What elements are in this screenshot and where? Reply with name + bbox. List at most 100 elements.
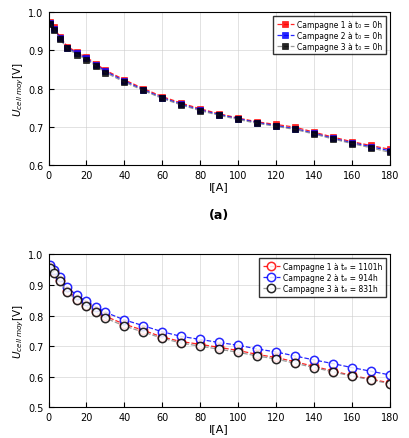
Y-axis label: $U_{cell\ moy}$[V]: $U_{cell\ moy}$[V]: [11, 304, 25, 359]
Campagne 3 à t₀ = 0h: [74, 53, 79, 58]
Campagne 3 à tₑ = 831h: [386, 381, 391, 386]
Campagne 2 à t₀ = 0h: [103, 70, 108, 75]
Line: Campagne 3 à t₀ = 0h: Campagne 3 à t₀ = 0h: [47, 22, 391, 156]
Campagne 2 à t₀ = 0h: [93, 63, 98, 68]
Campagne 3 à t₀ = 0h: [311, 132, 316, 138]
Campagne 3 à t₀ = 0h: [330, 137, 335, 142]
Campagne 1 à t₀ = 0h: [330, 135, 335, 140]
Campagne 2 à t₀ = 0h: [48, 21, 53, 26]
Campagne 3 à t₀ = 0h: [84, 58, 89, 63]
Campagne 2 à t₀ = 0h: [348, 141, 353, 146]
Campagne 1 à tₑ = 1101h: [348, 373, 353, 378]
Campagne 2 à t₀ = 0h: [65, 46, 70, 51]
Campagne 1 à t₀ = 0h: [74, 50, 79, 56]
Campagne 1 à t₀ = 0h: [348, 140, 353, 145]
Campagne 2 à tₑ = 914h: [197, 337, 202, 342]
Campagne 3 à tₑ = 831h: [48, 265, 53, 271]
Campagne 1 à t₀ = 0h: [103, 68, 108, 74]
Campagne 2 à t₀ = 0h: [141, 88, 146, 93]
Campagne 3 à t₀ = 0h: [160, 97, 164, 102]
Campagne 2 à tₑ = 914h: [311, 357, 316, 363]
Campagne 3 à t₀ = 0h: [65, 47, 70, 52]
Campagne 3 à t₀ = 0h: [178, 103, 183, 108]
Campagne 2 à t₀ = 0h: [197, 108, 202, 113]
X-axis label: I[A]: I[A]: [209, 182, 229, 192]
Campagne 2 à tₑ = 914h: [57, 275, 62, 280]
Campagne 3 à t₀ = 0h: [103, 71, 108, 76]
Campagne 3 à tₑ = 831h: [254, 353, 259, 359]
Y-axis label: $U_{cell\ moy}$[V]: $U_{cell\ moy}$[V]: [11, 62, 25, 117]
Campagne 1 à tₑ = 1101h: [84, 303, 89, 308]
Campagne 3 à t₀ = 0h: [48, 22, 53, 27]
Campagne 3 à t₀ = 0h: [197, 109, 202, 114]
Campagne 1 à t₀ = 0h: [235, 116, 240, 121]
Campagne 3 à tₑ = 831h: [65, 290, 70, 295]
Campagne 3 à tₑ = 831h: [311, 365, 316, 371]
Campagne 3 à tₑ = 831h: [292, 361, 297, 366]
Campagne 2 à tₑ = 914h: [330, 361, 335, 366]
Campagne 2 à tₑ = 914h: [348, 365, 353, 371]
Campagne 1 à t₀ = 0h: [311, 130, 316, 135]
Campagne 2 à t₀ = 0h: [52, 27, 56, 32]
Campagne 1 à tₑ = 1101h: [254, 352, 259, 357]
Campagne 3 à t₀ = 0h: [52, 28, 56, 33]
Campagne 1 à t₀ = 0h: [57, 35, 62, 41]
Campagne 3 à tₑ = 831h: [121, 324, 126, 329]
Campagne 3 à tₑ = 831h: [197, 344, 202, 349]
Campagne 1 à t₀ = 0h: [273, 123, 278, 128]
Campagne 1 à tₑ = 1101h: [141, 328, 146, 333]
X-axis label: I[A]: I[A]: [209, 424, 229, 434]
Campagne 1 à tₑ = 1101h: [292, 359, 297, 364]
Campagne 1 à tₑ = 1101h: [273, 355, 278, 360]
Campagne 2 à tₑ = 914h: [160, 329, 164, 335]
Campagne 2 à t₀ = 0h: [84, 57, 89, 62]
Campagne 1 à tₑ = 1101h: [311, 364, 316, 369]
Campagne 1 à t₀ = 0h: [65, 45, 70, 50]
Campagne 1 à t₀ = 0h: [254, 120, 259, 125]
Campagne 2 à tₑ = 914h: [141, 323, 146, 328]
Campagne 1 à tₑ = 1101h: [65, 288, 70, 293]
Campagne 1 à t₀ = 0h: [178, 101, 183, 106]
Campagne 3 à tₑ = 831h: [330, 369, 335, 374]
Campagne 2 à t₀ = 0h: [121, 79, 126, 85]
Campagne 3 à tₑ = 831h: [160, 336, 164, 341]
Campagne 2 à tₑ = 914h: [65, 285, 70, 290]
Campagne 3 à t₀ = 0h: [273, 124, 278, 130]
Line: Campagne 2 à t₀ = 0h: Campagne 2 à t₀ = 0h: [47, 21, 391, 154]
Campagne 2 à t₀ = 0h: [311, 131, 316, 137]
Campagne 2 à tₑ = 914h: [386, 372, 391, 378]
Campagne 1 à tₑ = 1101h: [160, 335, 164, 340]
Campagne 1 à tₑ = 1101h: [197, 342, 202, 347]
Campagne 2 à t₀ = 0h: [330, 136, 335, 141]
Campagne 2 à tₑ = 914h: [216, 340, 221, 345]
Campagne 3 à tₑ = 831h: [348, 374, 353, 379]
Campagne 3 à tₑ = 831h: [141, 330, 146, 335]
Campagne 1 à tₑ = 1101h: [52, 270, 56, 275]
Campagne 2 à t₀ = 0h: [235, 117, 240, 122]
Campagne 1 à t₀ = 0h: [48, 20, 53, 25]
Campagne 2 à tₑ = 914h: [367, 369, 372, 374]
Campagne 3 à tₑ = 831h: [216, 347, 221, 352]
Campagne 1 à tₑ = 1101h: [121, 322, 126, 327]
Campagne 1 à t₀ = 0h: [52, 26, 56, 31]
Campagne 1 à t₀ = 0h: [386, 147, 391, 152]
Campagne 3 à tₑ = 831h: [103, 316, 108, 321]
Campagne 2 à tₑ = 914h: [74, 293, 79, 298]
Campagne 1 à tₑ = 1101h: [178, 339, 183, 344]
Campagne 2 à tₑ = 914h: [52, 268, 56, 273]
Campagne 1 à t₀ = 0h: [93, 62, 98, 67]
Legend: Campagne 1 à tₑ = 1101h, Campagne 2 à tₑ = 914h, Campagne 3 à tₑ = 831h: Campagne 1 à tₑ = 1101h, Campagne 2 à tₑ…: [258, 259, 385, 297]
Campagne 3 à tₑ = 831h: [52, 271, 56, 276]
Campagne 1 à tₑ = 1101h: [235, 348, 240, 353]
Line: Campagne 1 à t₀ = 0h: Campagne 1 à t₀ = 0h: [47, 20, 391, 153]
Campagne 1 à tₑ = 1101h: [57, 278, 62, 283]
Campagne 3 à tₑ = 831h: [84, 304, 89, 309]
Campagne 1 à tₑ = 1101h: [330, 368, 335, 374]
Campagne 1 à tₑ = 1101h: [48, 265, 53, 270]
Campagne 3 à t₀ = 0h: [292, 127, 297, 133]
Campagne 1 à t₀ = 0h: [367, 144, 372, 149]
Campagne 1 à tₑ = 1101h: [367, 377, 372, 382]
Campagne 3 à t₀ = 0h: [235, 117, 240, 123]
Campagne 2 à tₑ = 914h: [84, 299, 89, 304]
Campagne 2 à tₑ = 914h: [178, 334, 183, 339]
